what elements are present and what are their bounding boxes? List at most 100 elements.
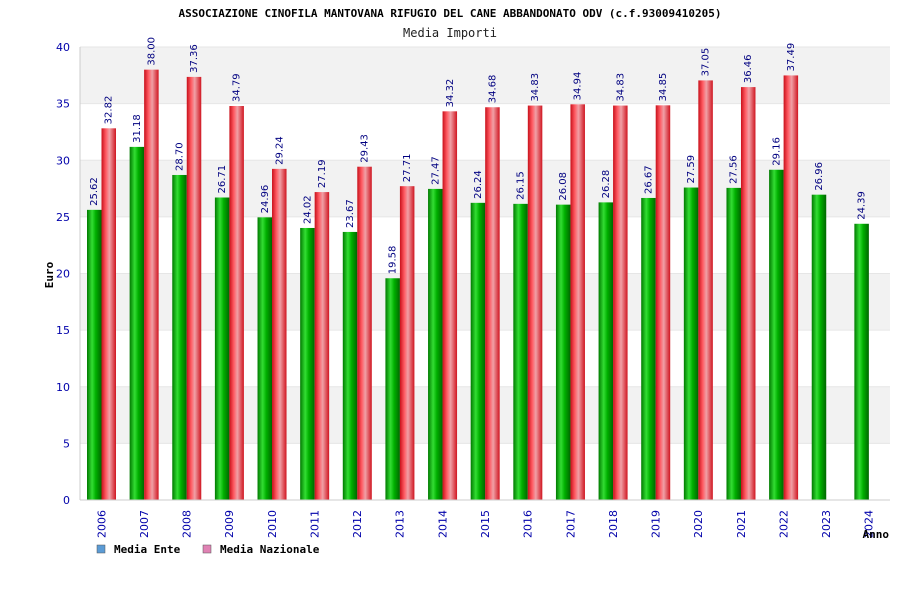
legend: Media Ente Media Nazionale <box>96 543 320 556</box>
x-tick-label: 2024 <box>863 510 876 538</box>
legend-label: Media Nazionale <box>220 543 320 556</box>
bar-value-label: 34.83 <box>530 73 541 102</box>
legend-swatch <box>202 544 212 554</box>
bar-value-label: 34.85 <box>658 73 669 102</box>
bar-value-label: 34.83 <box>615 73 626 102</box>
bar-media-ente <box>598 202 614 500</box>
y-tick-label: 5 <box>63 437 70 450</box>
bar-value-label: 32.82 <box>104 96 115 125</box>
bar-value-label: 37.49 <box>786 43 797 72</box>
bar-value-label: 26.96 <box>814 162 825 191</box>
x-tick-label: 2014 <box>436 510 449 538</box>
bar-media-ente <box>172 174 187 500</box>
bar-value-label: 27.59 <box>686 155 697 184</box>
x-tick-label: 2016 <box>522 510 535 538</box>
legend-swatch <box>96 544 106 554</box>
bar-value-label: 29.24 <box>274 136 285 165</box>
bar-media-ente <box>854 223 869 500</box>
y-tick-label: 0 <box>63 494 70 507</box>
bar-value-label: 24.02 <box>302 195 313 224</box>
bar-media-nazionale <box>144 69 159 501</box>
value-labels: 25.62 32.82 31.18 38.00 28.70 37.36 26.71 34.79… <box>89 37 867 274</box>
bar-value-label: 23.67 <box>345 199 356 228</box>
bar-media-nazionale <box>698 80 713 500</box>
bar-value-label: 29.16 <box>771 137 782 166</box>
bar-media-nazionale <box>186 76 202 500</box>
bar-value-label: 25.62 <box>89 177 100 206</box>
x-tick-label: 2020 <box>692 510 705 538</box>
bar-value-label: 34.94 <box>573 72 584 101</box>
bar-value-label: 34.79 <box>232 73 243 102</box>
x-tick-label: 2019 <box>650 510 663 538</box>
bar-media-ente <box>641 197 656 500</box>
x-tick-label: 2015 <box>479 510 492 538</box>
bar-value-label: 27.71 <box>402 154 413 183</box>
legend-label: Media Ente <box>114 543 181 556</box>
bar-value-label: 29.43 <box>360 134 371 163</box>
x-tick-label: 2007 <box>138 510 151 538</box>
chart-subtitle: Media Importi <box>403 26 497 40</box>
bar-media-nazionale <box>613 105 628 501</box>
bar-value-label: 27.19 <box>317 159 328 188</box>
x-tick-label: 2023 <box>820 510 833 538</box>
bar-media-ente <box>811 194 827 501</box>
bar-value-label: 37.05 <box>701 48 712 77</box>
bar-media-nazionale <box>314 192 330 501</box>
x-tick-label: 2010 <box>266 510 279 538</box>
bar-value-label: 26.28 <box>601 170 612 199</box>
x-tick-label: 2022 <box>777 510 790 538</box>
bar-value-label: 26.08 <box>558 172 569 201</box>
bar-media-nazionale <box>229 106 244 501</box>
bar-media-ente <box>769 169 784 500</box>
bar-value-label: 26.15 <box>516 171 527 200</box>
bar-value-label: 34.32 <box>445 79 456 108</box>
x-tick-label: 2018 <box>607 510 620 538</box>
y-tick-label: 35 <box>56 98 70 111</box>
y-tick-label: 25 <box>56 211 70 224</box>
bar-value-label: 34.68 <box>487 75 498 104</box>
grid-band <box>80 47 890 104</box>
y-tick-label: 30 <box>56 154 70 167</box>
chart-title: ASSOCIAZIONE CINOFILA MANTOVANA RIFUGIO … <box>178 7 721 20</box>
bar-media-ente <box>300 227 315 500</box>
bar-value-label: 26.71 <box>217 165 228 194</box>
x-tick-label: 2017 <box>564 510 577 538</box>
bar-value-label: 19.58 <box>388 246 399 275</box>
bar-media-ente <box>726 187 741 500</box>
bar-media-nazionale <box>101 128 116 500</box>
bar-media-ente <box>513 203 528 500</box>
bar-value-label: 26.24 <box>473 170 484 199</box>
bar-value-label: 28.70 <box>175 142 186 171</box>
x-tick-label: 2009 <box>223 510 236 538</box>
bars <box>87 69 869 501</box>
grid-band <box>80 103 890 161</box>
x-tick-label: 2006 <box>95 510 108 538</box>
bar-media-ente <box>257 217 273 500</box>
bar-media-ente <box>342 231 358 500</box>
bar-media-ente <box>428 188 443 500</box>
bar-media-nazionale <box>655 105 671 500</box>
bar-media-nazionale <box>740 87 756 500</box>
bar-value-label: 38.00 <box>146 37 157 66</box>
bar-media-ente <box>683 187 699 500</box>
bar-media-nazionale <box>570 104 585 500</box>
bar-media-nazionale <box>442 111 458 501</box>
bar-media-ente <box>214 197 230 500</box>
bar-media-ente <box>129 146 145 500</box>
bar-value-label: 27.47 <box>430 156 441 185</box>
x-tick-label: 2013 <box>394 510 407 538</box>
y-tick-label: 40 <box>56 41 70 54</box>
y-tick-label: 15 <box>56 324 70 337</box>
x-axis: 2006 2007 2008 2009 2010 2011 2012 2013 2014 2015… <box>80 499 890 538</box>
bar-media-ente <box>385 278 400 500</box>
y-tick-label: 20 <box>56 268 70 281</box>
bar-media-ente <box>470 202 486 500</box>
bar-media-nazionale <box>399 186 415 500</box>
bar-media-nazionale <box>357 166 372 500</box>
x-tick-label: 2021 <box>735 510 748 538</box>
y-axis-label: Euro <box>43 261 56 288</box>
bar-media-nazionale <box>272 168 287 500</box>
x-tick-label: 2012 <box>351 510 364 538</box>
